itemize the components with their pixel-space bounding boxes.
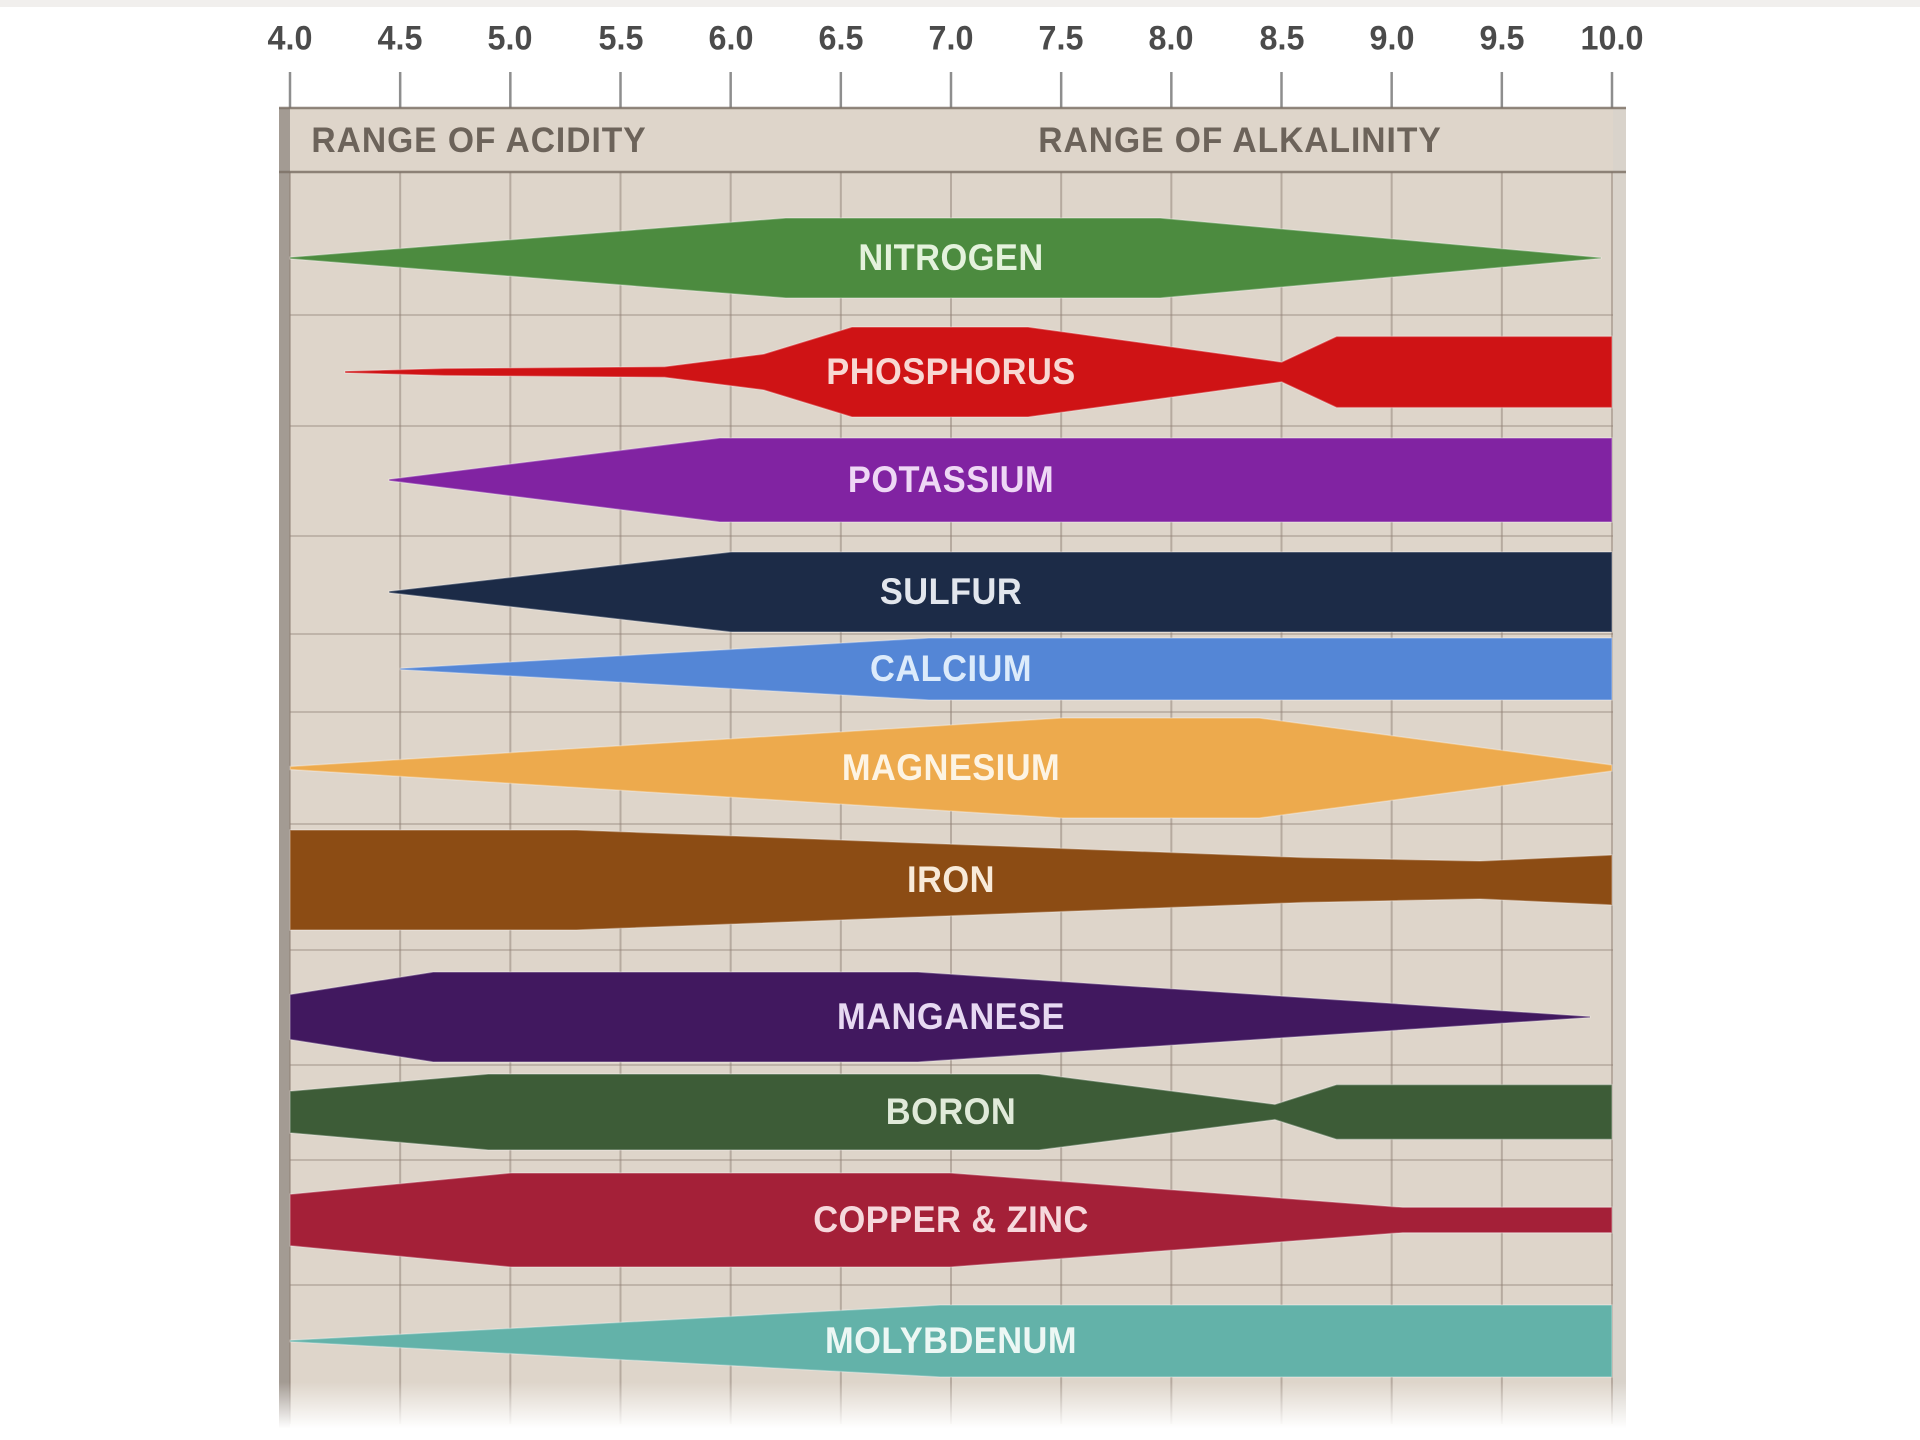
band-copper-zinc	[289, 1172, 1613, 1268]
band-label-boron: BORON	[885, 1091, 1017, 1132]
axis-tick-label: 9.0	[1369, 19, 1415, 58]
band-label-phosphorus: PHOSPHORUS	[826, 351, 1076, 392]
band-label-nitrogen: NITROGEN	[858, 237, 1044, 278]
band-molybdenum	[289, 1304, 1613, 1378]
band-boron	[289, 1073, 1613, 1151]
band-nitrogen	[289, 217, 1602, 299]
band-label-calcium: CALCIUM	[870, 648, 1032, 689]
chart-right-edge	[1613, 108, 1626, 1437]
band-label-sulfur: SULFUR	[879, 571, 1023, 612]
band-label-iron: IRON	[907, 859, 995, 900]
axis-tick-label: 6.5	[818, 19, 864, 58]
band-label-molybdenum: MOLYBDENUM	[825, 1320, 1077, 1361]
band-manganese	[289, 971, 1591, 1063]
header-range-of-acidity: RANGE OF ACIDITY	[311, 121, 647, 160]
band-sulfur	[388, 551, 1613, 633]
band-label-magnesium: MAGNESIUM	[841, 747, 1061, 788]
axis-tick-label: 7.0	[928, 19, 974, 58]
axis-tick-label: 8.5	[1259, 19, 1304, 58]
axis-tick-label: 4.0	[267, 19, 313, 58]
header-range-of-alkalinity: RANGE OF ALKALINITY	[1038, 121, 1442, 160]
band-label-potassium: POTASSIUM	[847, 459, 1055, 500]
band-label-manganese: MANGANESE	[837, 996, 1065, 1037]
band-potassium	[388, 437, 1613, 523]
top-edge-strip	[0, 0, 1920, 7]
axis-tick-label: 5.5	[598, 19, 643, 58]
band-calcium	[399, 637, 1613, 701]
axis-tick-label: 9.5	[1479, 19, 1525, 58]
axis-tick-label: 8.0	[1148, 19, 1194, 58]
axis-tick-label: 5.0	[487, 19, 533, 58]
axis-tick-label: 4.5	[377, 19, 423, 58]
band-iron	[289, 829, 1613, 931]
band-label-copper-zinc: COPPER & ZINC	[813, 1199, 1089, 1240]
axis-tick-label: 10.0	[1580, 19, 1644, 58]
band-phosphorus	[344, 326, 1613, 418]
band-magnesium	[289, 717, 1613, 819]
axis-tick-label: 7.5	[1038, 19, 1084, 58]
chart-left-edge	[279, 108, 290, 1437]
axis-tick-label: 6.0	[708, 19, 754, 58]
